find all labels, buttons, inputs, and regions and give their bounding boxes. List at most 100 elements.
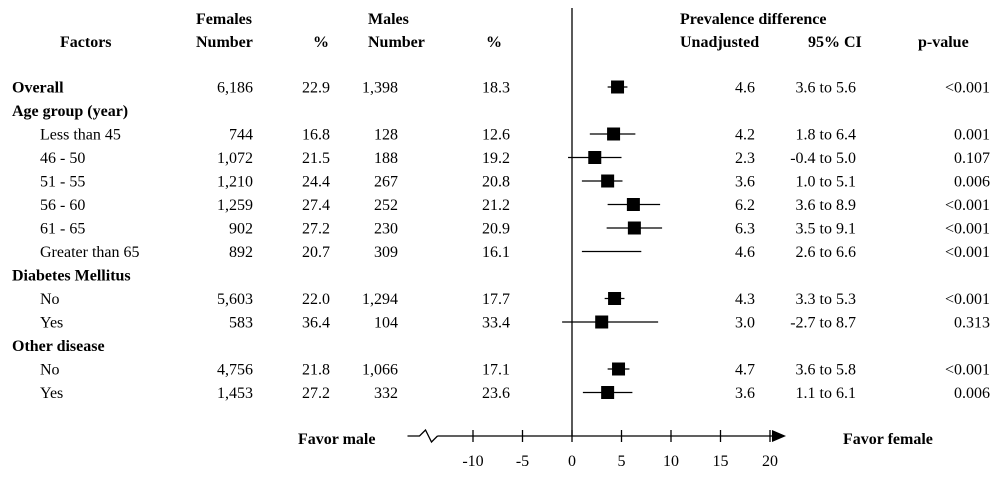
prevalence-difference-cell: 3.6 xyxy=(735,174,755,191)
prevalence-difference-cell: 4.6 xyxy=(735,244,755,261)
males-number-cell: 332 xyxy=(374,385,398,402)
row-label: Less than 45 xyxy=(40,127,121,144)
females-number-cell: 6,186 xyxy=(217,80,253,97)
prevalence-difference-cell: 4.7 xyxy=(735,362,755,379)
axis-tick-label: 20 xyxy=(762,453,778,470)
table-row: Other disease xyxy=(12,338,105,355)
row-label: 61 - 65 xyxy=(40,221,85,238)
table-row: 51 - 55 1,210 24.4 267 20.8 3.6 1.0 to 5.1 0.00… xyxy=(40,174,990,191)
estimate-marker xyxy=(601,174,615,188)
females-pct-cell: 21.8 xyxy=(302,362,330,379)
males-pct-cell: 21.2 xyxy=(482,197,510,214)
row-label: 46 - 50 xyxy=(40,150,85,167)
females-pct-cell: 24.4 xyxy=(302,174,330,191)
ci-cell: 3.3 to 5.3 xyxy=(796,291,856,308)
males-number-cell: 230 xyxy=(374,221,398,238)
row-label: 51 - 55 xyxy=(40,174,85,191)
females-pct-cell: 27.4 xyxy=(302,197,330,214)
females-number-cell: 5,603 xyxy=(217,291,253,308)
females-pct-cell: 36.4 xyxy=(302,315,330,332)
p-value-cell: <0.001 xyxy=(945,197,990,214)
males-pct-cell: 16.1 xyxy=(482,244,510,261)
row-label: No xyxy=(40,362,60,379)
row-label: Other disease xyxy=(12,338,105,355)
females-pct-cell: 21.5 xyxy=(302,150,330,167)
prevalence-difference-cell: 3.0 xyxy=(735,315,755,332)
p-value-cell: 0.006 xyxy=(954,174,990,191)
females-pct-cell: 22.0 xyxy=(302,291,330,308)
prevalence-difference-cell: 2.3 xyxy=(735,150,755,167)
p-value-cell: <0.001 xyxy=(945,221,990,238)
header-prevalence-difference: Prevalence difference xyxy=(680,11,826,28)
table-row: Diabetes Mellitus xyxy=(12,268,131,285)
header-ci: 95% CI xyxy=(808,34,862,51)
prevalence-difference-cell: 6.2 xyxy=(735,197,755,214)
estimate-marker xyxy=(608,292,622,305)
females-number-cell: 1,259 xyxy=(217,197,253,214)
table-row: Yes 1,453 27.2 332 23.6 3.6 1.1 to 6.1 0.006 xyxy=(40,385,990,402)
females-number-cell: 4,756 xyxy=(217,362,253,379)
males-pct-cell: 23.6 xyxy=(482,385,510,402)
males-pct-cell: 20.9 xyxy=(482,221,510,238)
axis-tick-label: 0 xyxy=(568,453,576,470)
males-number-cell: 128 xyxy=(374,127,398,144)
females-number-cell: 892 xyxy=(229,244,253,261)
prevalence-difference-cell: 6.3 xyxy=(735,221,755,238)
males-pct-cell: 19.2 xyxy=(482,150,510,167)
table-row: Less than 45 744 16.8 128 12.6 4.2 1.8 to 6.4 0… xyxy=(40,127,990,144)
row-label: Yes xyxy=(40,385,63,402)
ci-cell: 1.0 to 5.1 xyxy=(796,174,856,191)
header-unadjusted: Unadjusted xyxy=(680,34,759,51)
header-factors: Factors xyxy=(60,34,112,51)
axis-tick-label: 10 xyxy=(663,453,679,470)
p-value-cell: <0.001 xyxy=(945,80,990,97)
p-value-cell: <0.001 xyxy=(945,291,990,308)
estimate-marker xyxy=(595,315,609,329)
females-pct-cell: 16.8 xyxy=(302,127,330,144)
females-pct-cell: 27.2 xyxy=(302,221,330,238)
females-number-cell: 902 xyxy=(229,221,253,238)
estimate-marker xyxy=(588,151,602,164)
males-pct-cell: 12.6 xyxy=(482,127,510,144)
p-value-cell: 0.107 xyxy=(954,150,990,167)
males-number-cell: 1,294 xyxy=(362,291,398,308)
ci-cell: 1.1 to 6.1 xyxy=(796,385,856,402)
header-males-1: Males xyxy=(368,11,409,28)
prevalence-difference-cell: 4.3 xyxy=(735,291,755,308)
males-number-cell: 1,066 xyxy=(362,362,398,379)
prevalence-difference-cell: 3.6 xyxy=(735,385,755,402)
estimate-marker xyxy=(626,198,640,211)
estimate-marker xyxy=(627,221,641,235)
females-pct-cell: 27.2 xyxy=(302,385,330,402)
estimate-marker xyxy=(612,362,626,376)
header-males-pct: % xyxy=(486,34,502,51)
table-rows: Overall 6,186 22.9 1,398 18.3 4.6 3.6 to 5.6 <0… xyxy=(12,80,990,403)
axis-break xyxy=(407,428,438,444)
table-row: Greater than 65 892 20.7 309 16.1 4.6 2.6 to 6… xyxy=(40,244,990,261)
row-label: Overall xyxy=(12,80,64,97)
males-number-cell: 104 xyxy=(374,315,398,332)
header-males-2: Number xyxy=(368,34,425,51)
axis-tick-label: 15 xyxy=(713,453,729,470)
females-number-cell: 1,453 xyxy=(217,385,253,402)
table-row: Yes 583 36.4 104 33.4 3.0 -2.7 to 8.7 0.313 xyxy=(40,315,990,332)
x-axis: -10 -5 0 5 10 15 20 xyxy=(407,428,786,470)
row-label: Diabetes Mellitus xyxy=(12,268,131,285)
males-pct-cell: 17.1 xyxy=(482,362,510,379)
ci-cell: 3.6 to 8.9 xyxy=(796,197,856,214)
females-number-cell: 583 xyxy=(229,315,253,332)
table-row: 46 - 50 1,072 21.5 188 19.2 2.3 -0.4 to 5.0 0.1… xyxy=(40,150,990,167)
males-number-cell: 309 xyxy=(374,244,398,261)
table-row: No 4,756 21.8 1,066 17.1 4.7 3.6 to 5.8 <0.001 xyxy=(40,362,990,379)
prevalence-difference-cell: 4.6 xyxy=(735,80,755,97)
p-value-cell: <0.001 xyxy=(945,244,990,261)
row-label: 56 - 60 xyxy=(40,197,85,214)
males-number-cell: 252 xyxy=(374,197,398,214)
table-row: 61 - 65 902 27.2 230 20.9 6.3 3.5 to 9.1 <0.001 xyxy=(40,221,990,238)
males-number-cell: 1,398 xyxy=(362,80,398,97)
p-value-cell: <0.001 xyxy=(945,362,990,379)
males-pct-cell: 17.7 xyxy=(482,291,510,308)
prevalence-difference-cell: 4.2 xyxy=(735,127,755,144)
males-number-cell: 267 xyxy=(374,174,398,191)
p-value-cell: 0.313 xyxy=(954,315,990,332)
